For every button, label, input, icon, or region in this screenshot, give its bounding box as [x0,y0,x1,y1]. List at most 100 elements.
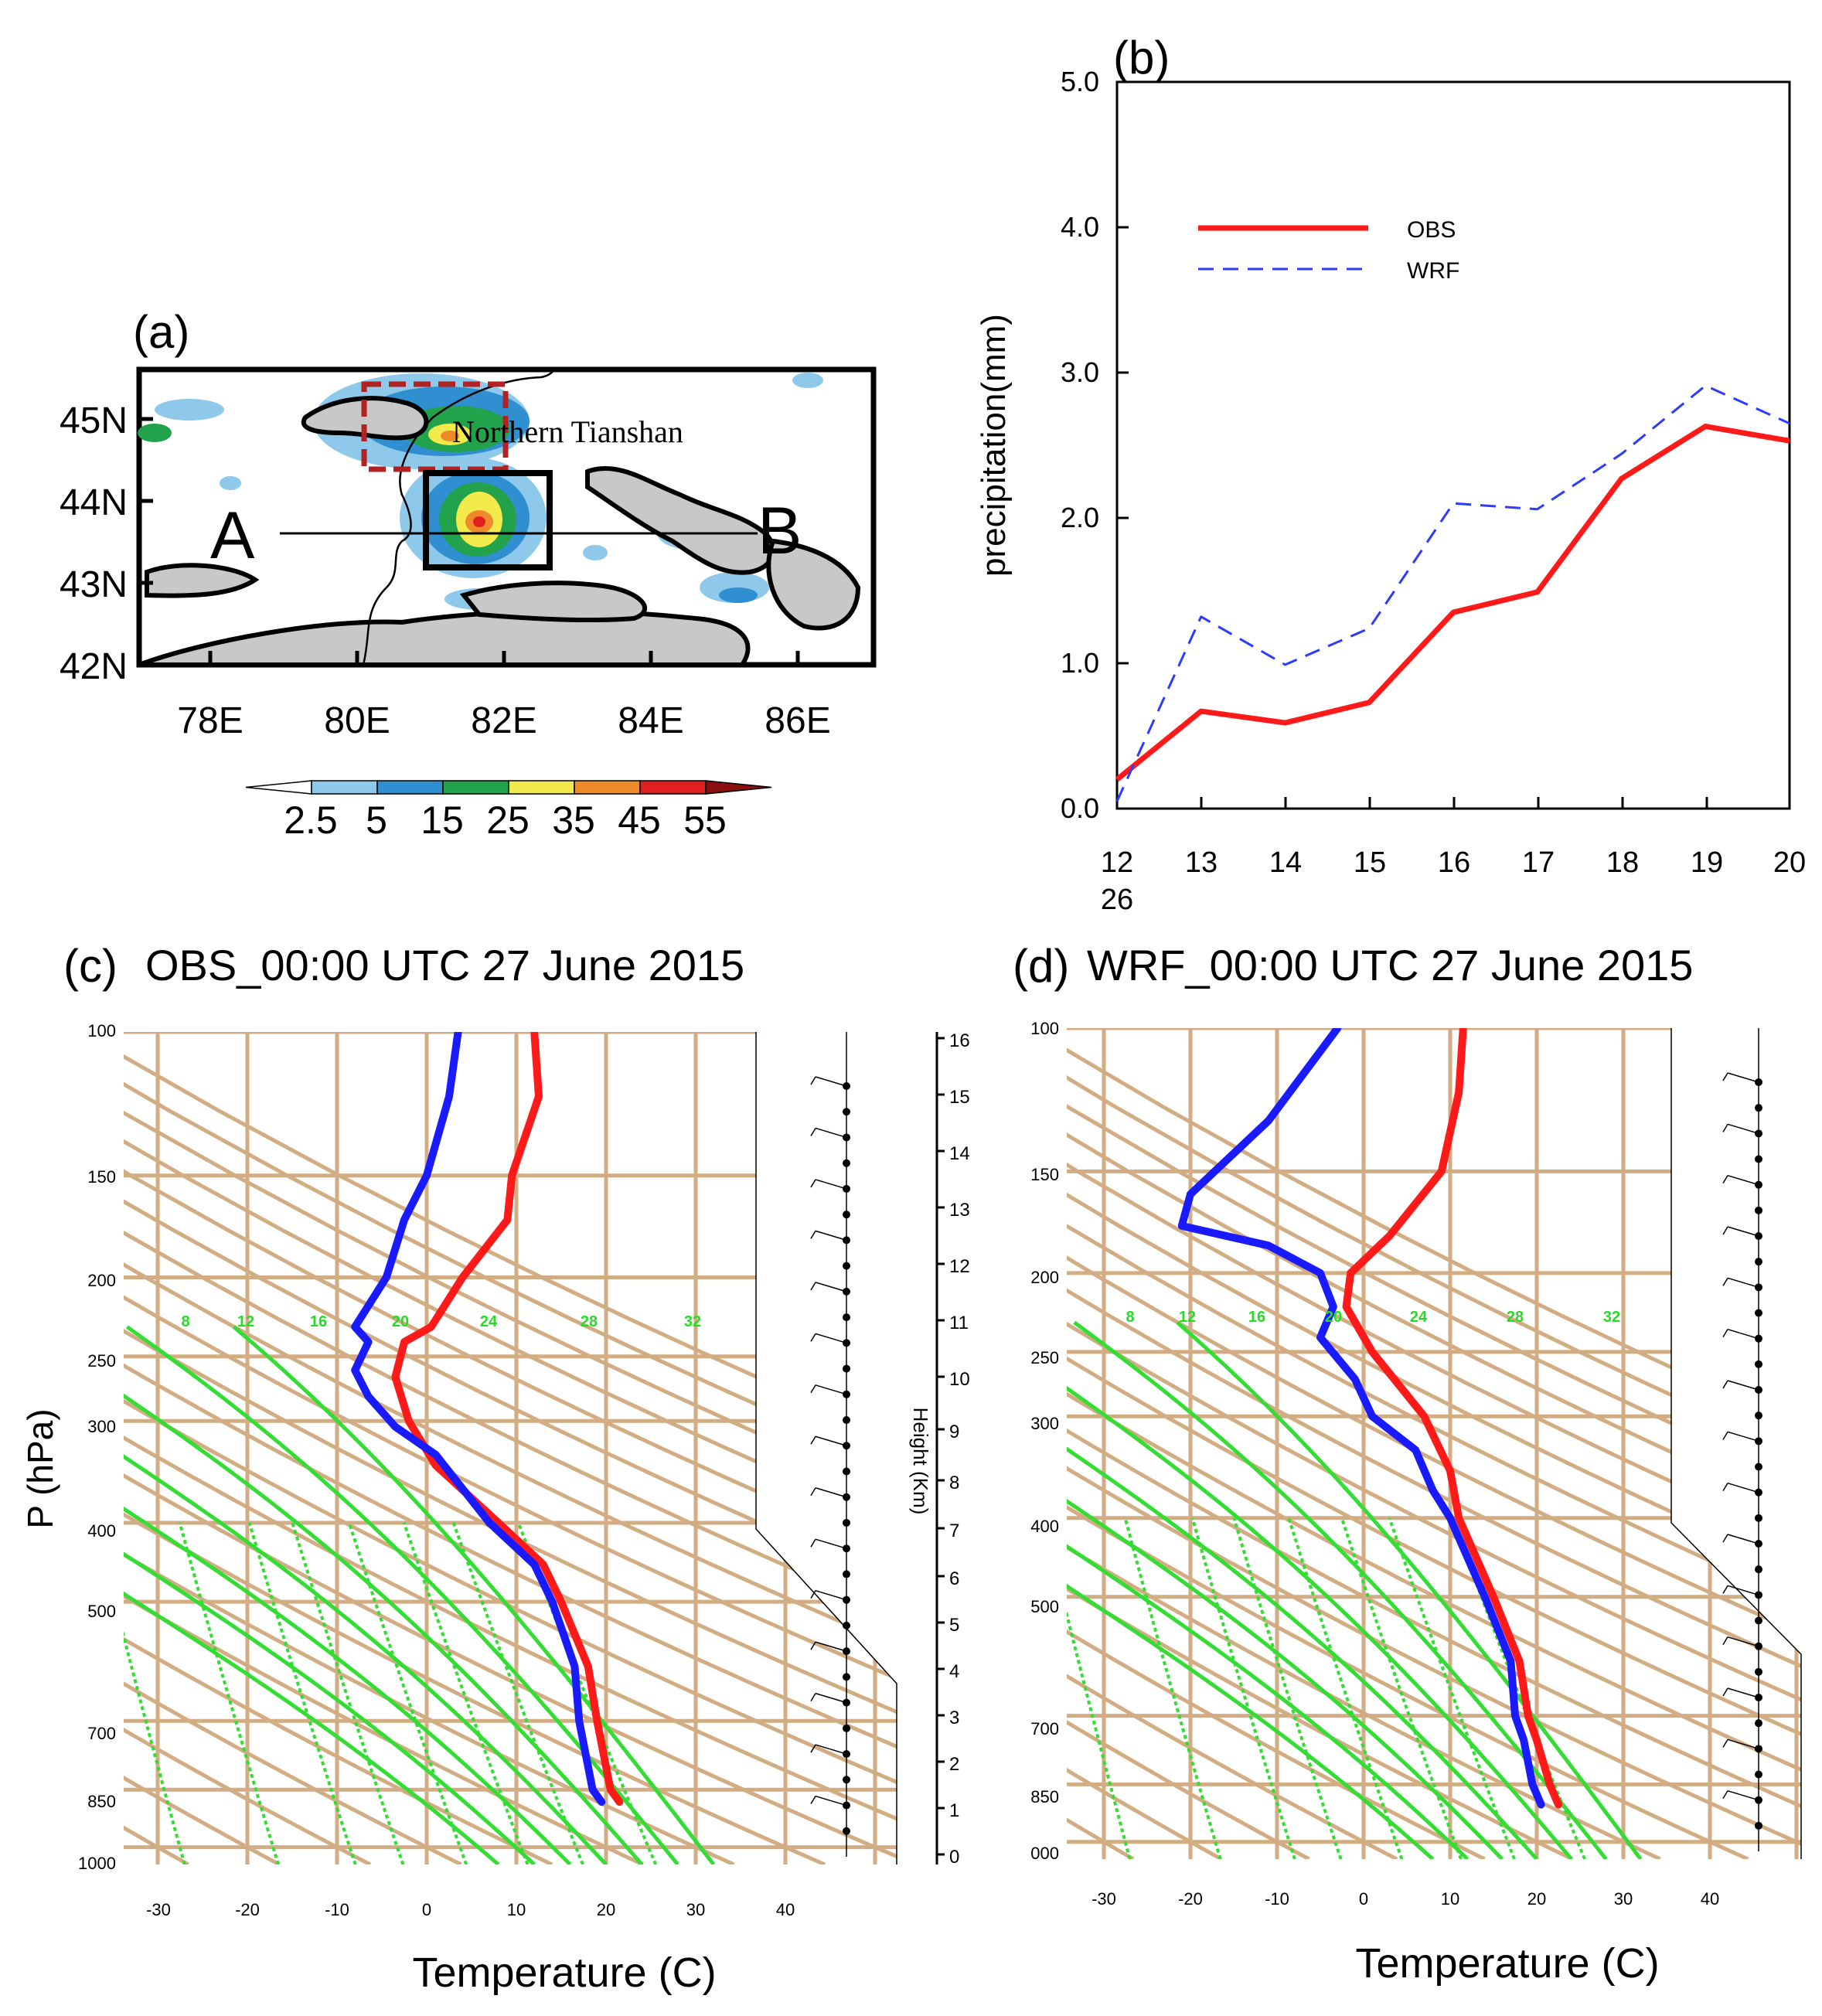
d-wind-dot [1755,1232,1762,1240]
d-mixing-ratio-0.4 [1067,1517,1132,1859]
c-wind-dot [843,1416,850,1425]
c-profile-temperature [391,1032,624,1807]
d-wind-barb-flag [1722,1585,1728,1594]
d-t-20: 20 [1527,1889,1546,1909]
c-wind-dot [843,1133,850,1142]
c-dry-adiabat-170 [124,1032,897,1864]
c-moist-adiabat-28 [125,1325,679,1864]
d-p-150: 150 [1030,1165,1059,1184]
d-p-000: 000 [1030,1844,1059,1863]
c-mix-12: 12 [237,1313,254,1330]
colorbar-label-3: 15 [421,799,464,842]
c-wind-barb [815,1230,847,1241]
d-wind-dot [1755,1206,1762,1214]
c-t-0: 0 [422,1900,431,1919]
c-moist-adiabat-24 [124,1325,644,1864]
c-dry-adiabat-140 [124,1032,897,1864]
point-b-label: B [758,494,802,568]
colorbar-cell-1 [311,780,378,795]
panel-b-label: (b) [1113,32,1170,83]
c-t-m30: -30 [146,1900,171,1919]
c-wind-dot [843,1750,850,1759]
d-wind-dot [1755,1334,1762,1343]
c-wind-dot [843,1082,850,1090]
d-p-850: 850 [1030,1787,1059,1807]
region-label: Northern Tianshan [452,414,683,449]
d-wind-barb [1727,1636,1759,1647]
d-mix-32: 32 [1603,1309,1620,1326]
c-wind-barb-flag [810,1538,816,1548]
b-ytick-0: 0.0 [1061,792,1099,824]
lat-ticks: 45N 44N 43N 42N [60,400,128,687]
d-mixing-ratio-12 [1388,1517,1516,1859]
d-dry-adiabat-40 [1067,1028,1749,1859]
c-dry-adiabat-10 [124,1032,553,1864]
c-dry-adiabat-180 [124,1032,897,1864]
c-wind-dot [843,1236,850,1245]
c-wind-barb-flag [810,1487,816,1497]
c-wind-dot [843,1647,850,1656]
c-wind-barb-flag [810,1333,816,1342]
d-wind-dot [1755,1667,1762,1676]
d-dry-adiabat-60 [1067,1028,1801,1859]
d-wind-dot [1755,1796,1762,1804]
c-p-200: 200 [87,1271,116,1290]
d-wind-dot [1755,1360,1762,1368]
colorbar-cell-0 [245,780,312,795]
c-ylabel: P (hPa) [20,1408,60,1528]
panel-a-label: (a) [133,306,189,358]
c-wind-barb [815,1744,847,1755]
d-moist-adiabat-12 [1067,1320,1470,1859]
d-moist-adiabat-24 [1067,1320,1573,1859]
panel-d-label: (d) [1013,940,1069,992]
b-ytick-5: 5.0 [1061,66,1099,97]
d-wind-dot [1755,1078,1762,1086]
d-t-m10: -10 [1265,1889,1289,1909]
colorbar-cell-3 [442,780,509,795]
d-mixing-ratio-3 [1232,1517,1343,1859]
c-wind-dot [843,1390,850,1398]
d-wind-barb [1727,1072,1759,1083]
lon-ticks: 78E 80E 82E 84E 86E [177,700,830,741]
d-mix-12: 12 [1179,1309,1196,1326]
lon-tick-80: 80E [324,700,390,741]
c-dry-adiabat-80 [124,1032,897,1864]
d-wind-barb [1727,1328,1759,1340]
c-wind-dot [843,1364,850,1373]
d-moist-adiabat-8 [1067,1320,1435,1859]
c-mix-28: 28 [581,1313,598,1330]
d-p-200: 200 [1030,1268,1059,1287]
lat-tick-45: 45N [60,400,128,441]
c-h-8: 8 [949,1473,959,1493]
d-dry-adiabat-120 [1067,1028,1801,1859]
d-wind-barb-flag [1722,1483,1728,1492]
d-dry-adiabat--10 [1067,1028,1310,1859]
d-dry-adiabat-150 [1067,1028,1801,1859]
c-t-40: 40 [776,1900,795,1919]
lon-tick-78: 78E [177,700,243,741]
b-xtick-12: 12 [1101,846,1133,879]
series-line-obs [1115,424,1790,782]
c-wind-barb-flag [810,1282,816,1291]
b-xsublabel: 26 [1101,884,1133,916]
c-wind-dot [843,1339,850,1347]
c-moist-adiabat-12 [124,1325,536,1864]
c-xlabel: Temperature (C) [412,1950,716,1996]
c-frame [755,1032,897,1864]
d-wind-dot [1755,1591,1762,1599]
c-p-150: 150 [87,1167,116,1187]
d-wind-barb-flag [1722,1687,1728,1697]
d-dry-adiabat-30 [1067,1028,1661,1859]
c-wind-barb [815,1384,847,1395]
c-temp-ticks: -30 -20 -10 0 10 20 30 40 [146,1900,795,1919]
d-wind-barb [1727,1790,1759,1801]
b-xtick-17: 17 [1522,846,1555,879]
lat-tick-44: 44N [60,482,128,523]
d-wind-barb [1727,1226,1759,1237]
legend-obs: OBS [1407,217,1456,243]
c-p-250: 250 [87,1351,116,1371]
c-mixing-ratio-20 [516,1522,658,1864]
c-moist-adiabat-8 [124,1325,500,1864]
